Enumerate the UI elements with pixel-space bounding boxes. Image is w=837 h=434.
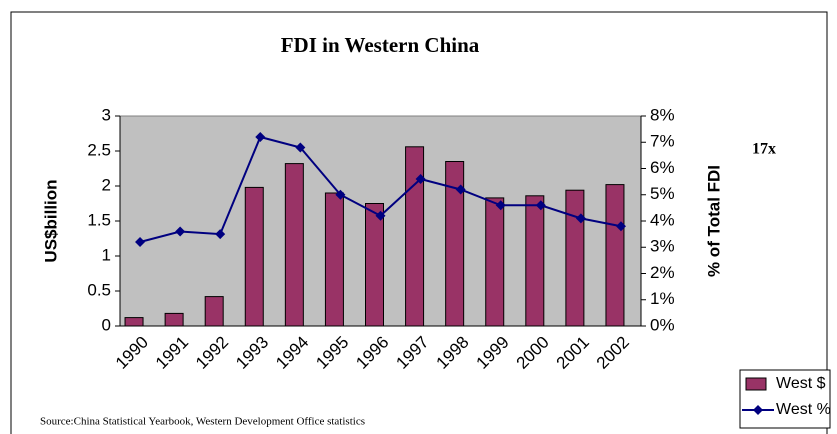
y2-tick-label: 1%: [650, 289, 675, 308]
y2-axis-label: % of Total FDI: [704, 165, 723, 277]
annotation: 17x: [752, 141, 776, 158]
marker: [135, 237, 146, 247]
y2-tick-label: 0%: [650, 315, 675, 334]
marker: [375, 210, 386, 221]
y2-tick-label: 7%: [650, 132, 675, 151]
y2-tick-label: 3%: [650, 237, 675, 256]
x-tick-label: 1997: [392, 333, 432, 373]
x-tick-label: 1991: [152, 333, 192, 373]
x-tick-label: 1999: [473, 333, 513, 373]
x-tick-label: 1994: [272, 333, 312, 373]
frame: [10, 11, 828, 434]
marker: [175, 226, 186, 237]
bar: [244, 186, 264, 327]
x-tick-label: 1998: [432, 333, 472, 373]
marker: [335, 189, 346, 200]
x-tick-label: 2002: [593, 333, 633, 373]
bar: [284, 163, 304, 327]
legend-swatch: [745, 377, 767, 391]
marker: [455, 184, 466, 195]
marker: [575, 213, 586, 224]
x-tick-label: 2001: [553, 333, 593, 373]
x-tick-label: 2000: [513, 333, 553, 373]
x-tick-label: 1996: [352, 333, 392, 373]
y-tick-label: 1.5: [87, 210, 111, 229]
x-tick-label: 1995: [312, 333, 352, 373]
bar: [605, 184, 625, 327]
y-tick-label: 3: [102, 105, 111, 124]
y-tick-label: 2.5: [87, 140, 111, 159]
bar: [124, 317, 144, 327]
marker: [615, 221, 626, 232]
y-tick-label: 1: [102, 245, 111, 264]
chart-title: FDI in Western China: [281, 33, 480, 57]
marker: [255, 132, 266, 142]
bar: [324, 192, 344, 327]
legend-marker: [753, 405, 763, 415]
marker: [415, 174, 426, 184]
y2-tick-label: 2%: [650, 263, 675, 282]
marker: [295, 142, 306, 153]
bar: [365, 203, 384, 327]
bar: [565, 189, 585, 327]
bar: [405, 146, 425, 327]
y-tick-label: 0: [102, 315, 111, 334]
y2-tick-label: 4%: [650, 210, 675, 229]
bar: [164, 312, 184, 327]
bar: [525, 195, 545, 327]
legend-label: West $: [776, 375, 826, 392]
bar: [204, 296, 224, 327]
y-tick-label: 2: [102, 175, 111, 194]
marker: [495, 200, 506, 211]
y2-tick-label: 5%: [650, 184, 675, 203]
x-tick-label: 1990: [112, 333, 152, 373]
source-note: Source:China Statistical Yearbook, Weste…: [40, 416, 365, 428]
x-tick-label: 1992: [192, 333, 232, 373]
legend-label: West %: [776, 401, 831, 418]
y2-tick-label: 6%: [650, 158, 675, 177]
marker: [535, 200, 546, 211]
x-tick-label: 1993: [232, 333, 272, 373]
bar: [445, 161, 465, 327]
bar: [485, 197, 505, 327]
marker: [215, 229, 226, 240]
y-tick-label: 0.5: [87, 280, 111, 299]
y-axis-label: US$billion: [41, 179, 60, 262]
y2-tick-label: 8%: [650, 105, 675, 124]
